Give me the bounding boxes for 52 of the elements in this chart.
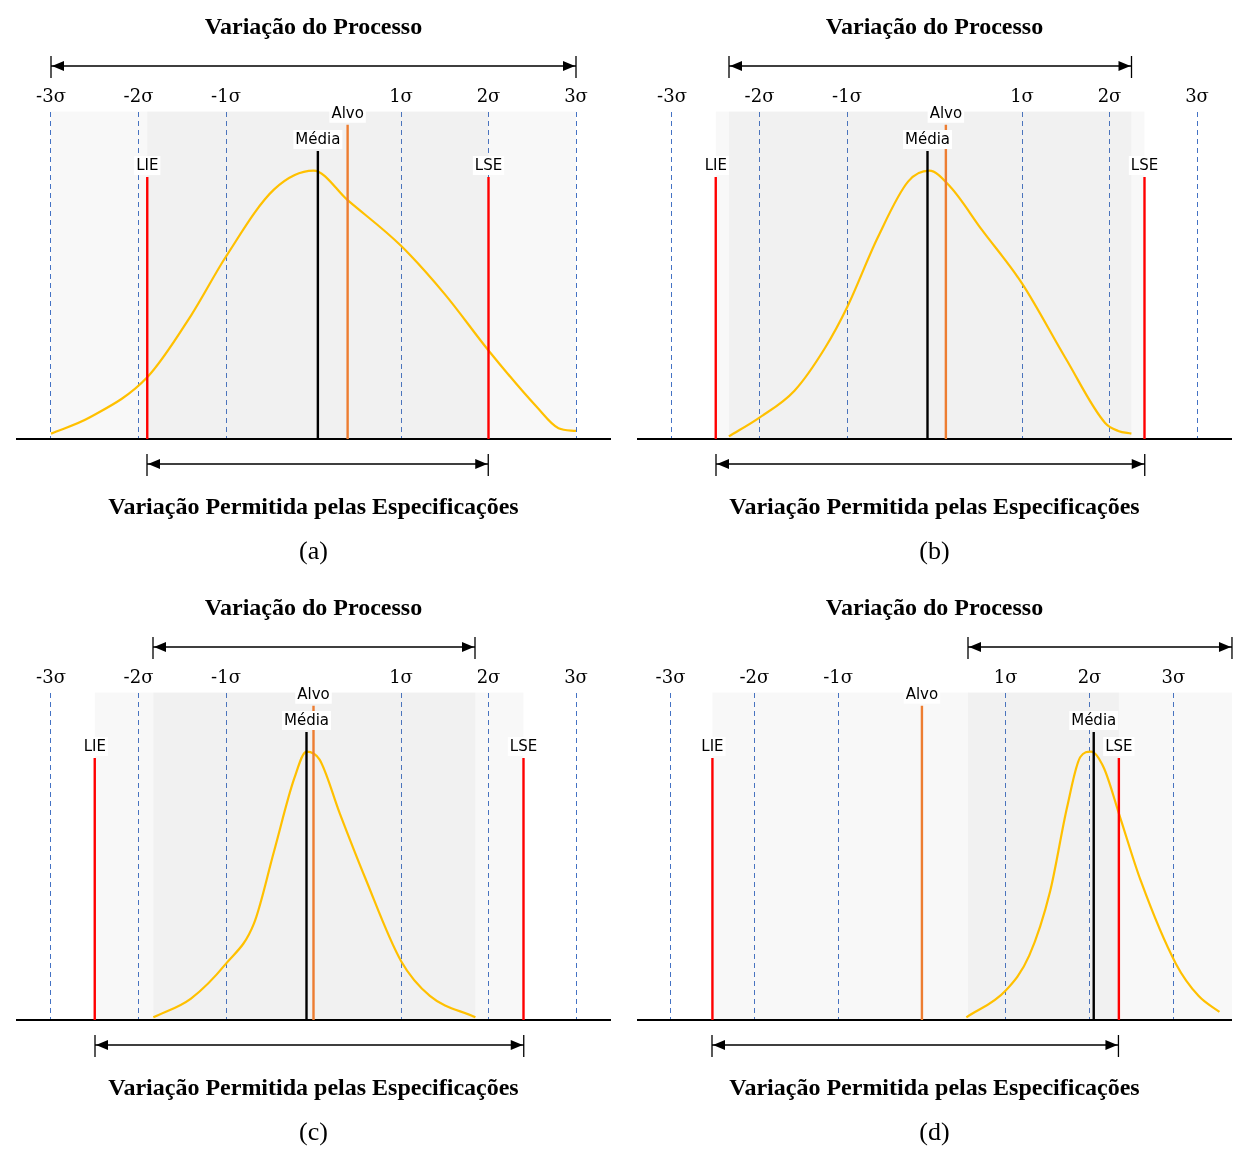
x-axis-title: Variação Permitida pelas Especificações <box>108 493 519 519</box>
x-tick-label: -2σ <box>744 85 775 107</box>
ref-line-label: Média <box>283 711 330 730</box>
x-tick-label: 3σ <box>564 85 588 107</box>
x-tick-label: -1σ <box>832 85 862 107</box>
text: (c) <box>299 1117 328 1146</box>
text: (d) <box>919 1117 950 1146</box>
x-tick-label: 1σ <box>1010 85 1034 107</box>
x-tick-label: -1σ <box>211 666 241 688</box>
ref-line-label: Média <box>295 130 341 149</box>
x-tick-label: 3σ <box>564 666 588 688</box>
x-tick-label: -2σ <box>739 666 770 688</box>
ref-line-label: LSE <box>509 737 538 756</box>
x-tick-label: -2σ <box>123 666 154 688</box>
x-tick-label: -1σ <box>823 666 854 688</box>
ref-line-label: LIE <box>136 156 159 175</box>
x-axis-title: Variação Permitida pelas Especificações <box>108 1074 519 1100</box>
text: (a) <box>299 536 328 565</box>
chart-title: Variação do Processo <box>825 594 1044 620</box>
ref-line-label: Média <box>904 130 951 149</box>
text: (b) <box>919 536 950 565</box>
x-axis-title: Variação Permitida pelas Especificações <box>729 493 1140 519</box>
x-tick-label: -3σ <box>36 85 66 107</box>
ref-line-label: LSE <box>1105 737 1133 756</box>
x-tick-label: 2σ <box>476 85 501 107</box>
chart-title: Variação do Processo <box>204 13 423 39</box>
x-tick-label: -1σ <box>211 85 241 107</box>
x-tick-label: -2σ <box>123 85 154 107</box>
x-tick-label: 2σ <box>476 666 501 688</box>
ref-line-label: Alvo <box>905 685 939 704</box>
x-axis-title: Variação Permitida pelas Especificações <box>729 1074 1140 1100</box>
chart-title: Variação do Processo <box>204 594 423 620</box>
x-tick-label: -3σ <box>657 85 687 107</box>
ref-line-label: LSE <box>474 156 503 175</box>
x-tick-label: 1σ <box>389 666 413 688</box>
x-tick-label: 1σ <box>389 85 413 107</box>
ref-line-label: LIE <box>704 156 727 175</box>
x-tick-label: 3σ <box>1185 85 1209 107</box>
ref-line-label: Alvo <box>331 104 364 123</box>
x-tick-label: 3σ <box>1161 666 1186 688</box>
ref-line-label: LSE <box>1130 156 1159 175</box>
x-tick-label: 2σ <box>1077 666 1102 688</box>
ref-line-label: Alvo <box>297 685 330 704</box>
chart-title: Variação do Processo <box>825 13 1044 39</box>
ref-line-label: Alvo <box>929 104 963 123</box>
x-tick-label: 2σ <box>1097 85 1122 107</box>
x-tick-label: 1σ <box>993 666 1018 688</box>
ref-line-label: Média <box>1071 711 1117 730</box>
ref-line-label: LIE <box>701 737 724 756</box>
x-tick-label: -3σ <box>655 666 686 688</box>
ref-line-label: LIE <box>83 737 106 756</box>
x-tick-label: -3σ <box>36 666 66 688</box>
